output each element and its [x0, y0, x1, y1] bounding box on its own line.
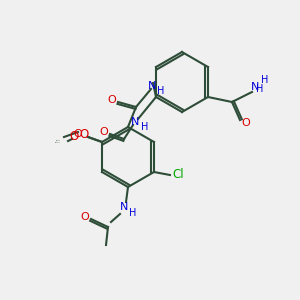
Text: O: O: [74, 129, 82, 139]
Text: methoxy: methoxy: [55, 141, 61, 142]
Text: H: H: [261, 75, 269, 85]
Text: N: N: [148, 81, 156, 91]
Text: Cl: Cl: [172, 169, 184, 182]
Text: O: O: [108, 95, 116, 105]
Text: H: H: [141, 122, 149, 132]
Text: H: H: [157, 86, 165, 96]
Text: methyl: methyl: [56, 140, 61, 141]
Text: H: H: [256, 84, 264, 94]
Text: N: N: [251, 82, 259, 92]
Text: N: N: [120, 202, 128, 212]
Text: O: O: [100, 127, 108, 137]
Text: O: O: [242, 118, 250, 128]
Text: N: N: [131, 117, 139, 127]
Text: O: O: [81, 212, 89, 222]
Text: H: H: [129, 208, 137, 218]
Text: O: O: [69, 130, 79, 143]
Text: O: O: [80, 128, 88, 140]
